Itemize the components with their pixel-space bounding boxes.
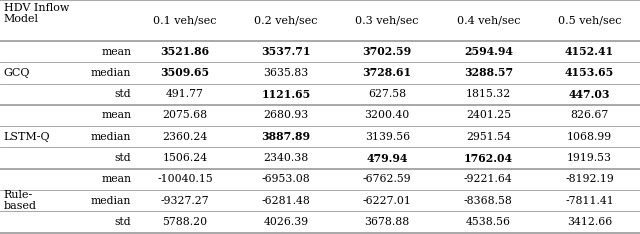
Text: 4153.65: 4153.65: [565, 67, 614, 78]
Text: 627.58: 627.58: [368, 89, 406, 99]
Text: -10040.15: -10040.15: [157, 174, 213, 184]
Text: median: median: [91, 68, 131, 78]
Text: 3139.56: 3139.56: [365, 132, 410, 142]
Text: 3288.57: 3288.57: [464, 67, 513, 78]
Text: std: std: [115, 217, 131, 227]
Text: 0.4 veh/sec: 0.4 veh/sec: [456, 15, 520, 26]
Text: 491.77: 491.77: [166, 89, 204, 99]
Text: mean: mean: [101, 47, 131, 57]
Text: LSTM-Q: LSTM-Q: [4, 132, 51, 142]
Text: 4538.56: 4538.56: [466, 217, 511, 227]
Text: 447.03: 447.03: [569, 89, 610, 100]
Text: 3537.71: 3537.71: [261, 46, 311, 57]
Text: -8368.58: -8368.58: [464, 196, 513, 206]
Text: HDV Inflow
Model: HDV Inflow Model: [4, 3, 69, 24]
Text: 1762.04: 1762.04: [464, 153, 513, 164]
Text: 5788.20: 5788.20: [163, 217, 207, 227]
Text: 2680.93: 2680.93: [264, 110, 308, 121]
Text: std: std: [115, 153, 131, 163]
Text: -9221.64: -9221.64: [464, 174, 513, 184]
Text: mean: mean: [101, 174, 131, 184]
Text: -6227.01: -6227.01: [363, 196, 412, 206]
Text: 4152.41: 4152.41: [565, 46, 614, 57]
Text: mean: mean: [101, 110, 131, 121]
Text: 0.3 veh/sec: 0.3 veh/sec: [355, 15, 419, 26]
Text: 3521.86: 3521.86: [161, 46, 209, 57]
Text: std: std: [115, 89, 131, 99]
Text: 3200.40: 3200.40: [365, 110, 410, 121]
Text: 2951.54: 2951.54: [466, 132, 511, 142]
Text: 3635.83: 3635.83: [264, 68, 308, 78]
Text: 3887.89: 3887.89: [262, 131, 310, 142]
Text: 1121.65: 1121.65: [262, 89, 310, 100]
Text: 4026.39: 4026.39: [264, 217, 308, 227]
Text: -6953.08: -6953.08: [262, 174, 310, 184]
Text: -8192.19: -8192.19: [565, 174, 614, 184]
Text: 3702.59: 3702.59: [363, 46, 412, 57]
Text: -7811.41: -7811.41: [565, 196, 614, 206]
Text: median: median: [91, 196, 131, 206]
Text: 3678.88: 3678.88: [365, 217, 410, 227]
Text: 0.5 veh/sec: 0.5 veh/sec: [557, 15, 621, 26]
Text: 2075.68: 2075.68: [163, 110, 207, 121]
Text: -6762.59: -6762.59: [363, 174, 412, 184]
Text: -6281.48: -6281.48: [262, 196, 310, 206]
Text: 3728.61: 3728.61: [363, 67, 412, 78]
Text: -9327.27: -9327.27: [161, 196, 209, 206]
Text: Rule-
based: Rule- based: [4, 190, 37, 212]
Text: 826.67: 826.67: [570, 110, 609, 121]
Text: 2340.38: 2340.38: [264, 153, 308, 163]
Text: 1919.53: 1919.53: [567, 153, 612, 163]
Text: 2360.24: 2360.24: [163, 132, 207, 142]
Text: median: median: [91, 132, 131, 142]
Text: GCQ: GCQ: [4, 68, 30, 78]
Text: 2594.94: 2594.94: [464, 46, 513, 57]
Text: 479.94: 479.94: [367, 153, 408, 164]
Text: 2401.25: 2401.25: [466, 110, 511, 121]
Text: 0.1 veh/sec: 0.1 veh/sec: [153, 15, 217, 26]
Text: 3412.66: 3412.66: [567, 217, 612, 227]
Text: 1815.32: 1815.32: [466, 89, 511, 99]
Text: 1068.99: 1068.99: [567, 132, 612, 142]
Text: 1506.24: 1506.24: [163, 153, 207, 163]
Text: 0.2 veh/sec: 0.2 veh/sec: [254, 15, 318, 26]
Text: 3509.65: 3509.65: [161, 67, 209, 78]
